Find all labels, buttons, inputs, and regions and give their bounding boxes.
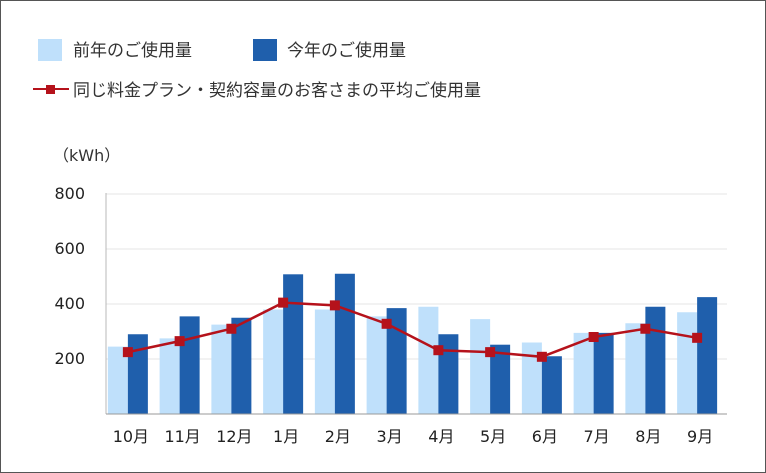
bars-this-year — [127, 273, 718, 414]
bar-previous-year-dec — [211, 324, 232, 414]
legend-swatch-previous-year — [38, 39, 62, 61]
legend-label-previous-year: 前年のご使用量 — [73, 40, 192, 61]
y-tick-label-200: 200 — [54, 349, 85, 368]
average-marker-aug — [640, 323, 651, 334]
bar-previous-year-sep — [677, 312, 698, 414]
x-tick-label-feb: 2月 — [325, 427, 351, 446]
legend: 前年のご使用量 今年のご使用量 同じ料金プラン・契約容量のお客さまの平均ご使用量 — [33, 39, 481, 101]
x-tick-label-nov: 11月 — [164, 427, 200, 446]
bar-this-year-mar — [386, 308, 407, 414]
x-tick-label-jun: 6月 — [532, 427, 558, 446]
bar-this-year-oct — [127, 334, 148, 414]
y-axis-ticks: 800 600 400 200 — [54, 184, 85, 368]
bar-previous-year-feb — [314, 309, 335, 414]
bar-this-year-sep — [697, 297, 718, 414]
bar-previous-year-jul — [573, 332, 594, 414]
average-marker-apr — [433, 345, 444, 356]
bar-this-year-jul — [593, 332, 614, 414]
x-tick-label-jul: 7月 — [584, 427, 610, 446]
gridlines — [106, 193, 727, 360]
average-marker-jul — [588, 332, 599, 342]
x-tick-label-oct: 10月 — [113, 427, 149, 446]
average-marker-oct — [122, 347, 133, 358]
bars-previous-year — [107, 306, 698, 414]
bar-previous-year-apr — [418, 306, 439, 414]
legend-swatch-this-year — [253, 39, 277, 61]
y-tick-label-800: 800 — [54, 184, 85, 203]
average-marker-jun — [536, 351, 547, 362]
bar-previous-year-jan — [263, 309, 284, 414]
average-marker-dec — [226, 323, 237, 334]
x-tick-label-may: 5月 — [480, 427, 506, 446]
average-line-path — [127, 301, 698, 359]
y-axis-unit-label: （kWh） — [53, 146, 120, 165]
bar-previous-year-mar — [366, 316, 387, 414]
y-tick-label-600: 600 — [54, 239, 85, 258]
bar-this-year-aug — [645, 306, 666, 414]
x-tick-label-dec: 12月 — [216, 427, 252, 446]
legend-label-average: 同じ料金プラン・契約容量のお客さまの平均ご使用量 — [73, 80, 481, 101]
legend-marker-average — [46, 85, 55, 94]
x-tick-label-jan: 1月 — [273, 427, 299, 446]
average-marker-sep — [692, 332, 703, 343]
bar-this-year-nov — [179, 316, 200, 414]
legend-label-this-year: 今年のご使用量 — [287, 40, 406, 61]
bar-previous-year-may — [470, 319, 491, 414]
average-marker-jan — [278, 297, 289, 308]
bar-this-year-jan — [283, 274, 304, 414]
x-tick-label-aug: 8月 — [635, 427, 661, 446]
x-axis-ticks: 10月 11月 12月 1月 2月 3月 4月 5月 6月 7月 8月 9月 — [113, 427, 714, 446]
bar-this-year-jun — [541, 356, 562, 414]
average-marker-nov — [174, 336, 185, 347]
bar-this-year-feb — [334, 273, 355, 414]
y-tick-label-400: 400 — [54, 294, 85, 313]
bar-previous-year-nov — [159, 338, 180, 414]
x-tick-label-mar: 3月 — [377, 427, 403, 446]
average-marker-mar — [381, 318, 392, 329]
x-tick-label-apr: 4月 — [428, 427, 454, 446]
bar-previous-year-oct — [107, 346, 128, 414]
bar-previous-year-aug — [625, 323, 646, 414]
average-usage-line — [122, 297, 703, 362]
bar-this-year-may — [490, 344, 511, 414]
x-tick-label-sep: 9月 — [687, 427, 713, 446]
bar-this-year-dec — [231, 317, 252, 414]
average-marker-may — [485, 347, 496, 358]
average-marker-feb — [329, 300, 340, 311]
